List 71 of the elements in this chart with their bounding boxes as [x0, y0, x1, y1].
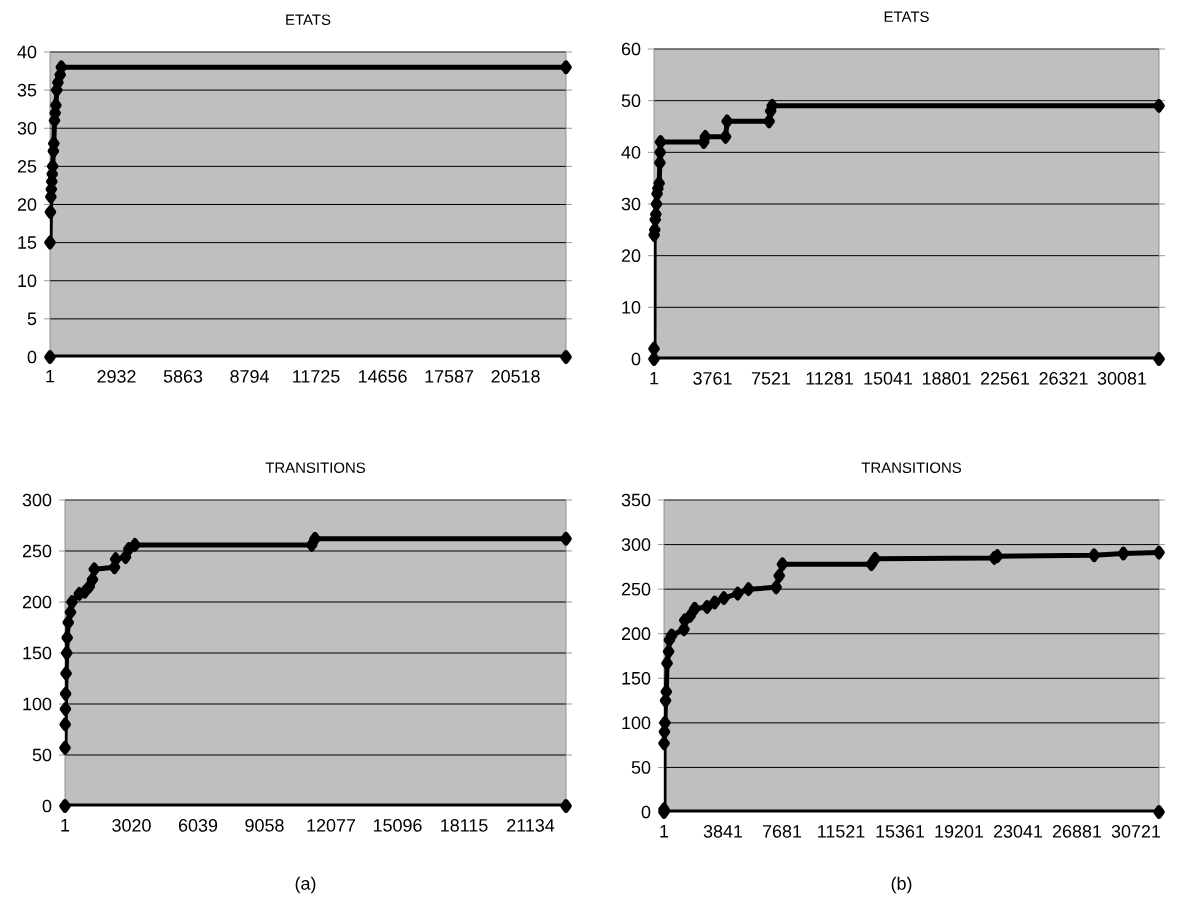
y-tick-label: 150 [622, 671, 651, 685]
y-tick-label: 30 [17, 121, 37, 135]
y-tick-label: 150 [23, 646, 52, 660]
x-tick-label: 21134 [507, 819, 555, 832]
y-tick-label: 15 [18, 236, 37, 249]
y-tick-label: 60 [621, 42, 641, 56]
x-tick-label: 15361 [876, 825, 925, 838]
x-tick-label: 30721 [1111, 825, 1161, 838]
y-tick-label: 40 [621, 145, 641, 159]
x-tick-label: 20518 [491, 370, 540, 383]
x-tick-label: 19201 [935, 825, 984, 838]
y-tick-label: 20 [621, 249, 641, 263]
y-tick-label: 300 [621, 538, 651, 551]
chart-title: TRANSITIONS [861, 462, 962, 474]
x-tick-label: 22561 [980, 372, 1030, 385]
x-tick-label: 11281 [806, 372, 853, 385]
x-tick-label: 8794 [230, 370, 269, 383]
y-tick-label: 50 [621, 94, 641, 108]
y-tick-label: 100 [23, 697, 52, 711]
y-tick-label: 5 [27, 312, 37, 326]
x-tick-label: 15096 [373, 819, 422, 832]
y-tick-label: 250 [621, 582, 651, 596]
y-tick-label: 200 [22, 595, 52, 609]
y-tick-label: 40 [17, 45, 37, 59]
x-tick-label: 5863 [163, 370, 203, 383]
x-tick-label: 3841 [703, 825, 743, 838]
x-tick-label: 6039 [178, 819, 218, 832]
x-tick-label: 7521 [751, 372, 791, 385]
y-tick-label: 250 [22, 544, 52, 558]
y-tick-label: 50 [32, 748, 52, 762]
x-tick-label: 7681 [762, 825, 802, 838]
y-tick-label: 50 [631, 761, 651, 774]
text: (b) [891, 876, 912, 894]
x-tick-label: 30081 [1097, 372, 1147, 385]
x-tick-label: 23041 [993, 825, 1043, 838]
y-tick-label: 350 [621, 493, 651, 507]
y-tick-label: 0 [641, 805, 651, 819]
y-tick-label: 25 [17, 160, 37, 173]
x-tick-label: 3761 [693, 372, 732, 385]
x-tick-label: 18115 [441, 819, 488, 832]
x-tick-label: 26321 [1039, 372, 1088, 385]
x-tick-label: 11521 [818, 825, 865, 838]
x-tick-label: 2932 [97, 370, 136, 383]
y-tick-label: 20 [17, 198, 37, 211]
x-tick-label: 1 [650, 372, 659, 385]
x-tick-label: 14656 [359, 370, 407, 383]
x-tick-label: 15041 [864, 372, 913, 385]
y-tick-label: 0 [42, 799, 52, 813]
x-tick-label: 1 [660, 825, 669, 838]
x-tick-label: 26881 [1052, 825, 1102, 838]
y-tick-label: 300 [22, 493, 52, 507]
chart-title: ETATS [286, 14, 331, 26]
x-tick-label: 12077 [307, 819, 356, 832]
x-tick-label: 1 [46, 370, 55, 383]
text: (a) [295, 876, 316, 894]
y-tick-label: 0 [27, 350, 37, 364]
x-tick-label: 3020 [112, 819, 151, 832]
y-tick-label: 100 [622, 716, 651, 730]
y-tick-label: 10 [18, 274, 37, 288]
x-tick-label: 18801 [922, 372, 971, 385]
y-tick-label: 10 [622, 300, 641, 314]
y-tick-label: 200 [621, 627, 651, 641]
chart-title: TRANSITIONS [265, 462, 366, 474]
y-tick-label: 30 [621, 197, 641, 211]
chart-title: ETATS [884, 11, 929, 23]
x-tick-label: 11725 [293, 370, 340, 383]
y-tick-label: 0 [631, 352, 641, 366]
x-tick-label: 9058 [245, 819, 284, 832]
x-tick-label: 1 [61, 819, 70, 832]
y-tick-label: 35 [17, 83, 37, 97]
x-tick-label: 17587 [425, 370, 474, 383]
